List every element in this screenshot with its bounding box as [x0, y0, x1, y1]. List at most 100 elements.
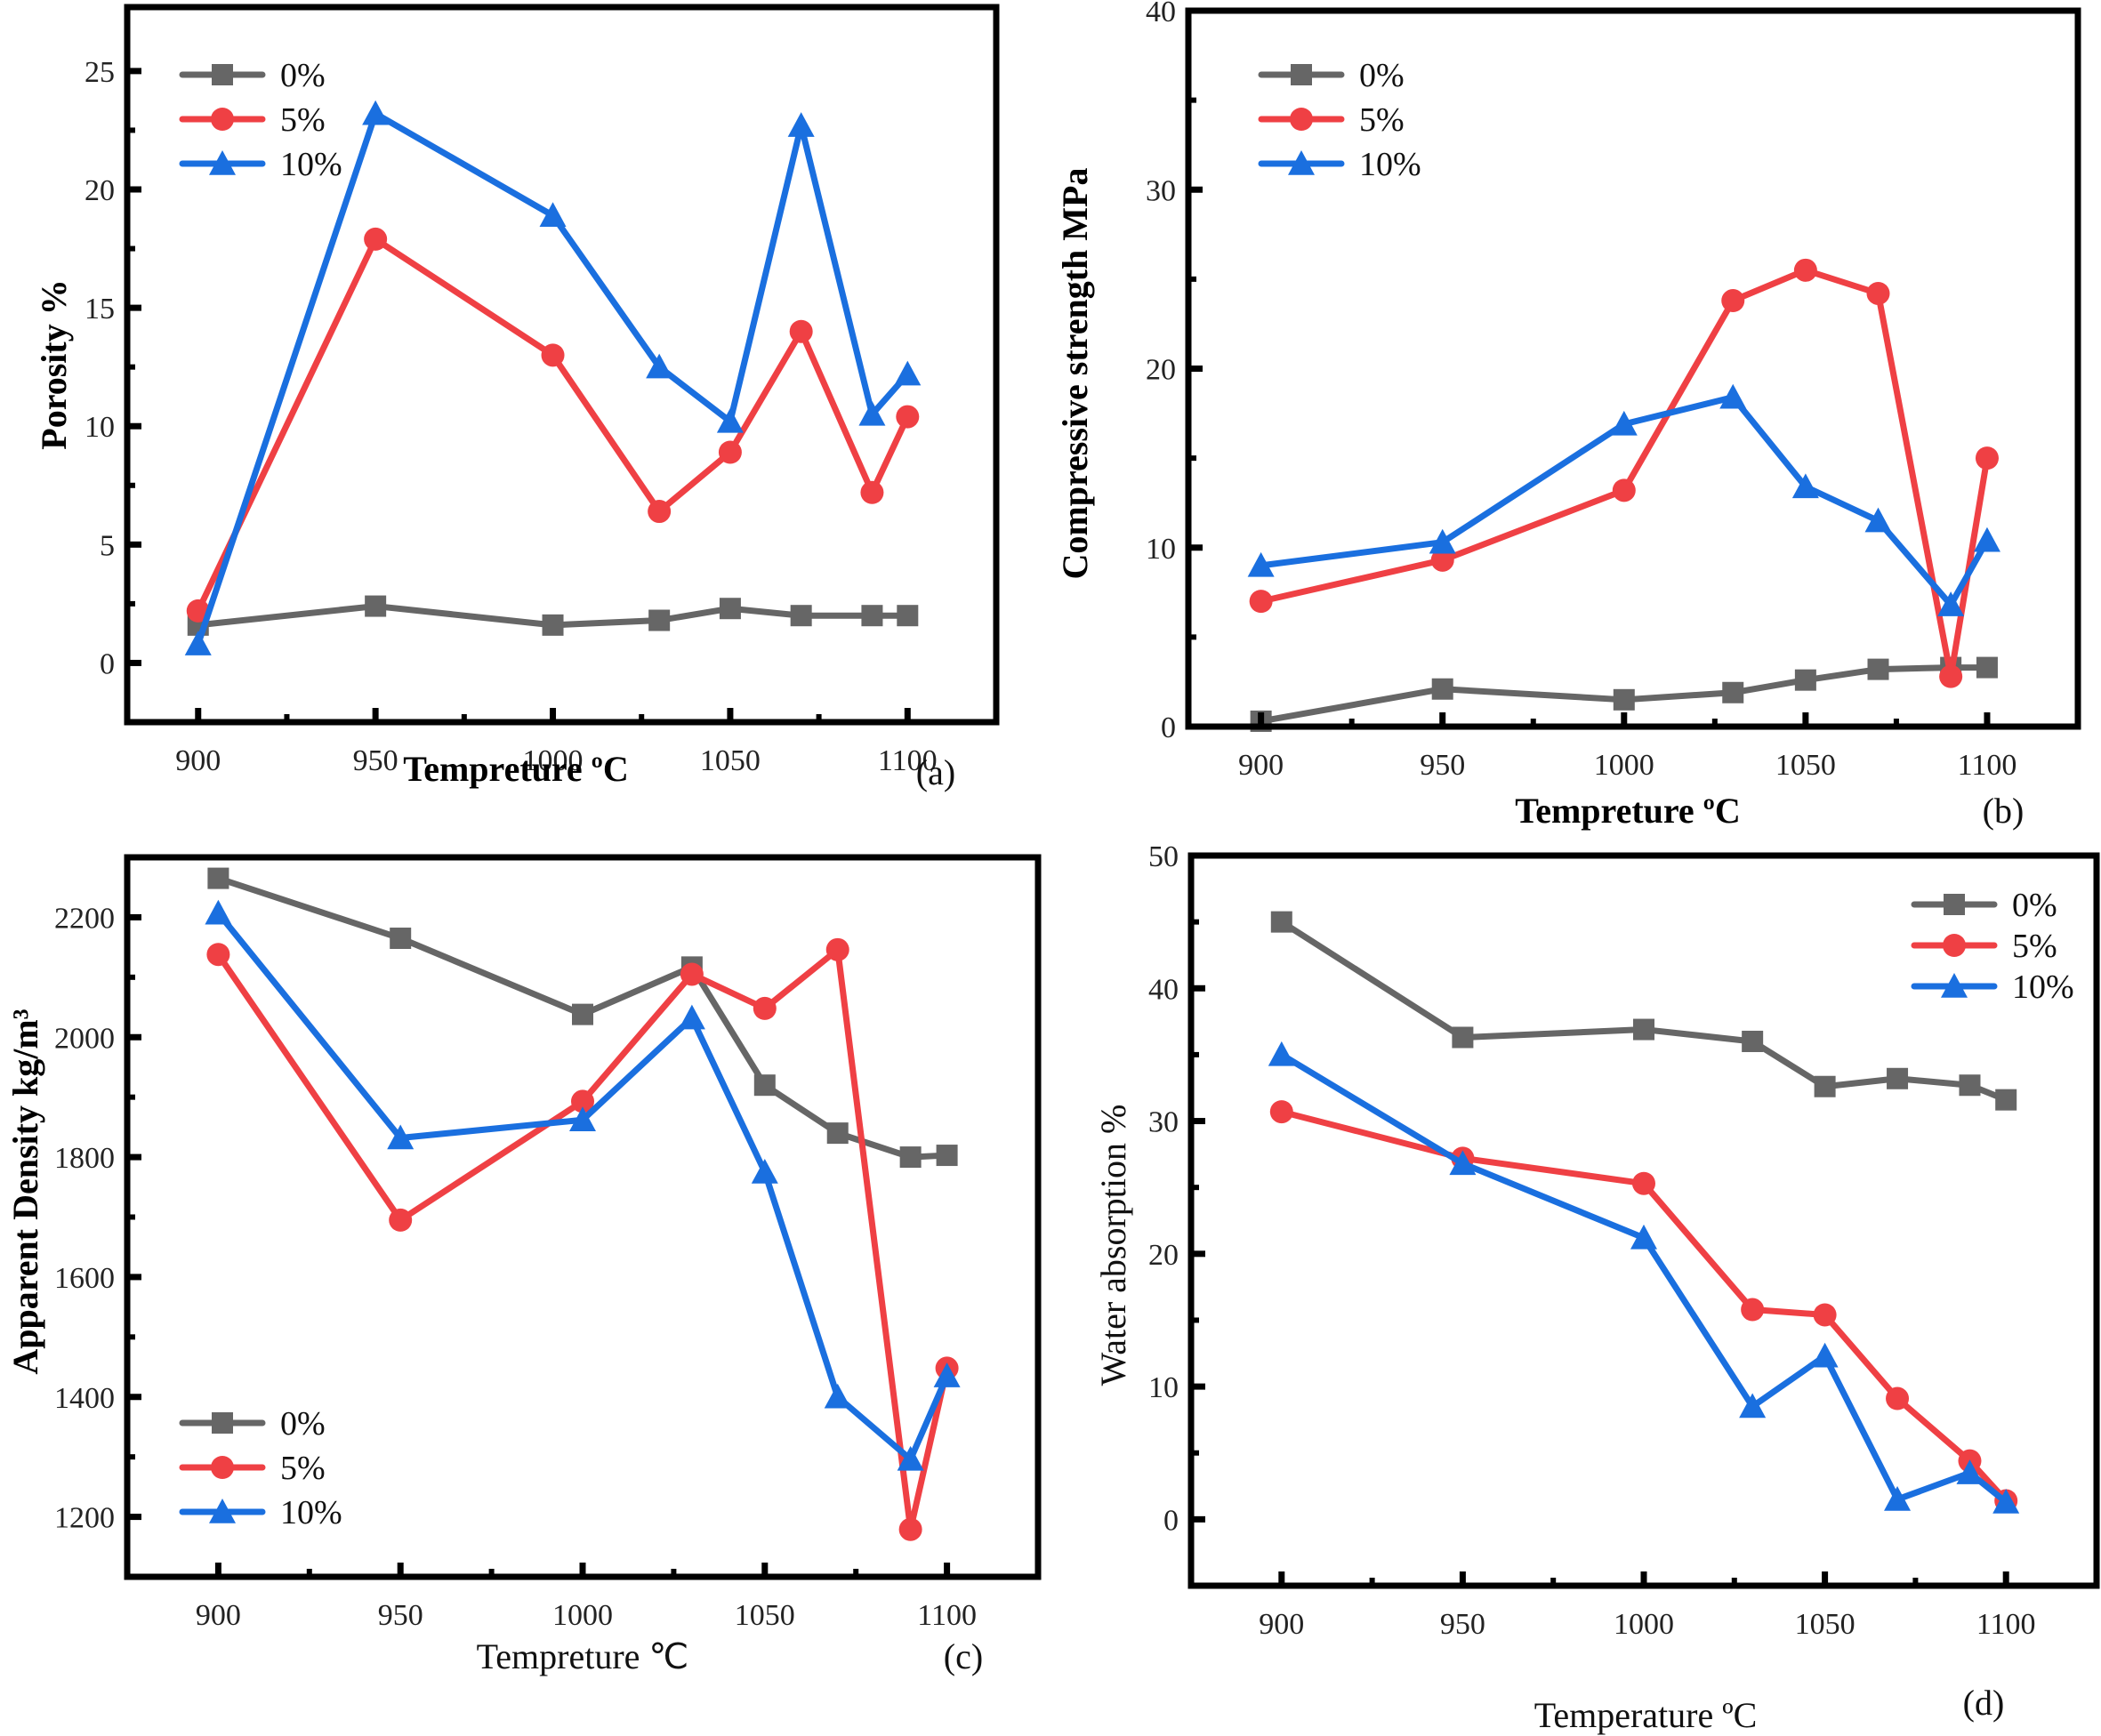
y-tick-label: 1200 — [54, 1502, 115, 1535]
data-point-0pct-1030 — [648, 609, 671, 631]
series-line-0pct — [1279, 919, 2008, 1103]
data-point-5pct-1030 — [1741, 1298, 1765, 1322]
y-tick-label: 2000 — [54, 1022, 115, 1055]
series-line-5pct — [195, 236, 911, 613]
legend-label: 10% — [280, 1494, 342, 1531]
data-point-0pct-950 — [1452, 1026, 1474, 1049]
y-tick-label: 50 — [1148, 840, 1179, 873]
x-tick-label: 1050 — [700, 744, 761, 777]
data-point-10pct-950 — [1429, 528, 1456, 554]
data-point-10pct-1100 — [894, 360, 922, 386]
data-point-0pct-1090 — [1959, 1074, 1981, 1097]
legend-label: 5% — [2012, 928, 2057, 965]
panel-c-label: (c) — [944, 1636, 983, 1676]
legend-label: 5% — [280, 1450, 326, 1487]
data-point-10pct-1050 — [751, 1158, 778, 1184]
legend-item-5pct: 5% — [1258, 101, 1405, 139]
series-10pct — [205, 899, 961, 1471]
data-point-5pct-900 — [186, 599, 210, 623]
panel-d-y-axis-title: Water absorption % — [1093, 1105, 1133, 1386]
data-point-5pct-900 — [1249, 590, 1273, 614]
y-tick-label: 0 — [100, 647, 115, 680]
legend-marker-triangle — [209, 1499, 236, 1523]
data-point-5pct-1050 — [718, 440, 742, 464]
y-tick-label: 0 — [1163, 1504, 1179, 1537]
series-line-5pct — [215, 946, 951, 1533]
legend-item-0pct: 0% — [1258, 57, 1405, 94]
panel-b-x-axis-title: Tempreture ºC — [1515, 791, 1741, 831]
x-tick-label: 1100 — [878, 744, 938, 777]
data-point-0pct-1000 — [1613, 688, 1635, 711]
legend-label: 0% — [1359, 57, 1405, 94]
data-point-10pct-1100 — [1992, 1488, 2020, 1514]
series-line-5pct — [1280, 1108, 2008, 1503]
panel-a-label: (a) — [916, 752, 955, 792]
series-line-10pct — [195, 110, 910, 646]
legend-label: 10% — [2012, 968, 2074, 1006]
y-tick-label: 20 — [1146, 354, 1176, 387]
y-tick-label: 1600 — [54, 1262, 115, 1295]
data-point-0pct-1050 — [753, 1074, 776, 1097]
data-point-0pct-1000 — [572, 1003, 593, 1025]
data-point-10pct-1030 — [646, 353, 673, 379]
y-tick-label: 40 — [1146, 0, 1176, 28]
legend-marker-circle — [1290, 108, 1313, 131]
data-point-10pct-1050 — [716, 407, 744, 433]
x-tick-label: 900 — [196, 1599, 241, 1632]
panel-d-x-axis-title: Temperature ºC — [1534, 1695, 1758, 1735]
data-point-10pct-950 — [387, 1124, 415, 1150]
panel-a-marks: 900 950 1000 1050 1100 0 5 10 15 20 25 0% 5% 10% — [85, 4, 1000, 777]
y-tick-label: 10 — [1146, 533, 1176, 566]
data-point-5pct-1100 — [896, 405, 920, 429]
x-tick-label: 1050 — [1795, 1608, 1855, 1641]
data-point-5pct-1070 — [1886, 1386, 1910, 1410]
data-point-0pct-950 — [390, 928, 412, 950]
data-point-0pct-1030 — [1742, 1030, 1764, 1052]
series-10pct — [1268, 1041, 2020, 1514]
data-point-5pct-1050 — [753, 996, 777, 1020]
data-point-10pct-1000 — [1610, 410, 1638, 436]
legend-item-10pct: 10% — [1911, 968, 2074, 1006]
legend-item-5pct: 5% — [179, 1450, 326, 1487]
data-point-0pct-1100 — [897, 605, 919, 627]
legend-item-0pct: 0% — [179, 57, 326, 94]
data-point-5pct-950 — [389, 1208, 413, 1232]
series-line-0pct — [1260, 664, 1987, 725]
x-tick-label: 1100 — [917, 1599, 977, 1632]
data-point-0pct-1090 — [899, 1146, 922, 1169]
data-point-10pct-900 — [184, 631, 212, 655]
legend-marker-triangle — [209, 150, 236, 175]
legend-item-0pct: 0% — [179, 1405, 326, 1443]
y-tick-label: 1400 — [54, 1382, 115, 1415]
data-point-10pct-1030 — [1739, 1393, 1767, 1419]
y-tick-label: 15 — [85, 293, 115, 326]
data-point-10pct-900 — [1247, 551, 1275, 577]
legend: 0% 5% 10% — [1258, 57, 1421, 183]
series-0pct — [207, 867, 958, 1169]
data-point-0pct-1070 — [1867, 658, 1889, 680]
data-point-5pct-1030 — [680, 962, 704, 986]
data-point-10pct-950 — [362, 100, 390, 125]
legend-marker-square — [212, 64, 233, 85]
data-point-5pct-1090 — [1939, 664, 1963, 688]
x-tick-label: 1050 — [1775, 749, 1836, 782]
y-tick-label: 1800 — [54, 1142, 115, 1175]
series-line-0pct — [197, 603, 908, 629]
panel-c-apparent-density: 900 950 1000 1050 1100 1200 1400 1600 1800 2000 22… — [5, 854, 1042, 1676]
data-point-10pct-1000 — [569, 1106, 596, 1132]
legend: 0% 5% 10% — [179, 57, 342, 183]
y-tick-label: 10 — [85, 411, 115, 444]
legend-marker-circle — [211, 108, 234, 131]
series-0pct — [1270, 911, 2017, 1111]
panel-d-marks: 900 950 1000 1050 1100 0 10 20 30 40 50 0% 5%10% — [1148, 840, 2100, 1641]
data-point-0pct-1070 — [826, 1122, 849, 1145]
legend-marker-square — [1944, 894, 1965, 915]
x-tick-label: 1000 — [552, 1599, 613, 1632]
y-tick-label: 0 — [1161, 711, 1176, 744]
legend-item-10pct: 10% — [1258, 146, 1421, 183]
data-point-5pct-900 — [206, 943, 230, 967]
panel-b-y-axis-title: Compressive strength MPa — [1055, 168, 1095, 580]
y-tick-label: 2200 — [54, 902, 115, 935]
series-10pct — [1247, 383, 2000, 616]
legend-label: 0% — [280, 1405, 326, 1443]
